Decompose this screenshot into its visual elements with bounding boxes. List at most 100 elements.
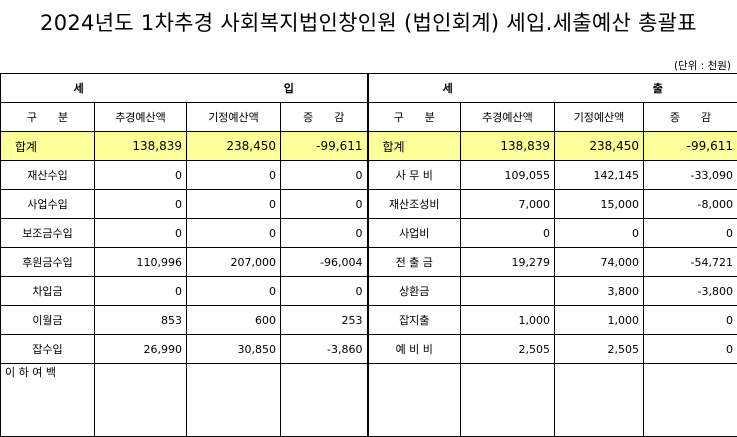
revenue-row-diff: 0 <box>280 218 368 248</box>
revenue-row-label: 보조금수입 <box>0 218 95 248</box>
expense-heading-left: 세 <box>442 82 453 95</box>
revenue-heading-right: 입 <box>283 82 294 95</box>
table-row: 보조금수입 0 0 0 사업비 0 0 0 <box>0 218 737 248</box>
expense-row-budget: 1,000 <box>460 305 555 335</box>
expense-col-label: 구 분 <box>366 102 461 132</box>
revenue-row-budget: 853 <box>94 305 187 335</box>
table-row: 이월금 853 600 253 잡지출 1,000 1,000 0 <box>0 305 737 335</box>
expense-col-diff: 증 감 <box>643 102 737 132</box>
expense-row-label: 사 무 비 <box>366 160 461 190</box>
table-row: 차입금 0 0 0 상환금 3,800 -3,800 <box>0 276 737 306</box>
revenue-row-label: 사업수입 <box>0 189 95 219</box>
revenue-row-diff: 0 <box>280 276 368 306</box>
revenue-col-budget: 추경예산액 <box>94 102 187 132</box>
expense-row-prev: 142,145 <box>554 160 644 190</box>
expense-row-budget: 2,505 <box>460 334 555 364</box>
table-row: 잡수입 26,990 30,850 -3,860 예 비 비 2,505 2,5… <box>0 334 737 364</box>
empty-cell <box>460 363 555 437</box>
column-header-row: 구 분 추경예산액 기정예산액 증 감 구 분 추경예산액 기정예산액 증 감 <box>0 102 737 132</box>
expense-row-prev: 74,000 <box>554 247 644 277</box>
revenue-row-diff: 253 <box>280 305 368 335</box>
expense-row-budget: 19,279 <box>460 247 555 277</box>
expense-row-diff: -3,800 <box>643 276 737 306</box>
expense-row-prev: 3,800 <box>554 276 644 306</box>
empty-cell <box>643 363 737 437</box>
expense-total-diff: -99,611 <box>643 131 737 161</box>
revenue-row-budget: 0 <box>94 218 187 248</box>
revenue-row-diff: -96,004 <box>280 247 368 277</box>
expense-row-budget: 7,000 <box>460 189 555 219</box>
revenue-row-diff: 0 <box>280 189 368 219</box>
revenue-total-prev: 238,450 <box>186 131 281 161</box>
revenue-col-diff: 증 감 <box>280 102 368 132</box>
empty-cell <box>554 363 644 437</box>
expense-row-budget <box>460 276 555 306</box>
revenue-row-budget: 0 <box>94 276 187 306</box>
expense-row-diff: 0 <box>643 305 737 335</box>
expense-total-prev: 238,450 <box>554 131 644 161</box>
revenue-row-label: 재산수입 <box>0 160 95 190</box>
revenue-col-label: 구 분 <box>0 102 95 132</box>
expense-row-budget: 0 <box>460 218 555 248</box>
revenue-row-budget: 0 <box>94 189 187 219</box>
revenue-row-diff: 0 <box>280 160 368 190</box>
footer-row: 이 하 여 백 <box>0 363 737 437</box>
revenue-row-prev: 207,000 <box>186 247 281 277</box>
table-row: 사업수입 0 0 0 재산조성비 7,000 15,000 -8,000 <box>0 189 737 219</box>
revenue-row-prev: 30,850 <box>186 334 281 364</box>
page-title: 2024년도 1차추경 사회복지법인창인원 (법인회계) 세입.세출예산 총괄표 <box>40 11 697 35</box>
expense-row-label: 잡지출 <box>366 305 461 335</box>
revenue-row-prev: 0 <box>186 276 281 306</box>
total-row: 합계 138,839 238,450 -99,611 합계 138,839 23… <box>0 131 737 161</box>
empty-cell <box>186 363 281 437</box>
table-row: 재산수입 0 0 0 사 무 비 109,055 142,145 -33,090 <box>0 160 737 190</box>
revenue-row-label: 이월금 <box>0 305 95 335</box>
revenue-total-diff: -99,611 <box>280 131 368 161</box>
revenue-col-prev: 기정예산액 <box>186 102 281 132</box>
expense-row-label: 전 출 금 <box>366 247 461 277</box>
expense-row-prev: 15,000 <box>554 189 644 219</box>
expense-total-label: 합계 <box>366 131 461 161</box>
expense-row-budget: 109,055 <box>460 160 555 190</box>
revenue-row-diff: -3,860 <box>280 334 368 364</box>
expense-col-budget: 추경예산액 <box>460 102 555 132</box>
expense-total-budget: 138,839 <box>460 131 555 161</box>
revenue-row-prev: 0 <box>186 218 281 248</box>
revenue-row-prev: 600 <box>186 305 281 335</box>
revenue-row-budget: 26,990 <box>94 334 187 364</box>
expense-row-diff: 0 <box>643 218 737 248</box>
revenue-heading-left: 세 <box>73 82 84 95</box>
revenue-row-budget: 0 <box>94 160 187 190</box>
expense-row-label: 예 비 비 <box>366 334 461 364</box>
expense-row-prev: 1,000 <box>554 305 644 335</box>
revenue-footer-note: 이 하 여 백 <box>0 363 95 437</box>
expense-row-diff: -54,721 <box>643 247 737 277</box>
revenue-total-budget: 138,839 <box>94 131 187 161</box>
revenue-row-label: 후원금수입 <box>0 247 95 277</box>
revenue-row-label: 잡수입 <box>0 334 95 364</box>
table-row: 후원금수입 110,996 207,000 -96,004 전 출 금 19,2… <box>0 247 737 277</box>
expense-col-prev: 기정예산액 <box>554 102 644 132</box>
revenue-total-label: 합계 <box>0 131 95 161</box>
expense-row-prev: 2,505 <box>554 334 644 364</box>
expense-heading-right: 출 <box>652 82 663 95</box>
empty-cell <box>366 363 461 437</box>
expense-row-diff: -8,000 <box>643 189 737 219</box>
revenue-row-prev: 0 <box>186 160 281 190</box>
revenue-row-prev: 0 <box>186 189 281 219</box>
unit-label: (단위 : 천원) <box>673 60 731 72</box>
expense-row-label: 재산조성비 <box>366 189 461 219</box>
empty-cell <box>280 363 368 437</box>
revenue-row-budget: 110,996 <box>94 247 187 277</box>
expense-row-diff: 0 <box>643 334 737 364</box>
expense-row-diff: -33,090 <box>643 160 737 190</box>
expense-row-label: 사업비 <box>366 218 461 248</box>
empty-cell <box>94 363 187 437</box>
expense-row-prev: 0 <box>554 218 644 248</box>
expense-row-label: 상환금 <box>366 276 461 306</box>
revenue-row-label: 차입금 <box>0 276 95 306</box>
